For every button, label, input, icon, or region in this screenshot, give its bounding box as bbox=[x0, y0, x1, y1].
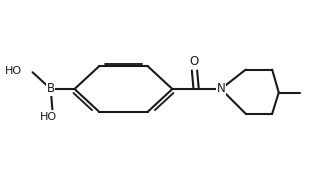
Text: N: N bbox=[216, 82, 225, 96]
Text: B: B bbox=[47, 82, 55, 96]
Text: HO: HO bbox=[40, 112, 57, 122]
Text: HO: HO bbox=[5, 66, 22, 76]
Text: O: O bbox=[190, 55, 199, 68]
